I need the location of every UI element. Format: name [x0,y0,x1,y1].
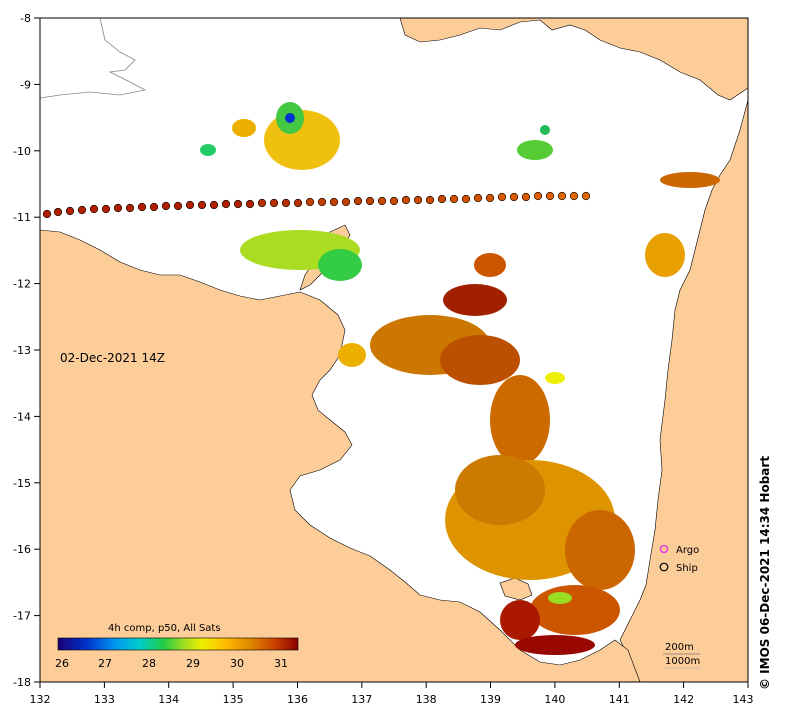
lat-axis: -8 -9 -10 -11 -12 -13 -14 -15 -16 -17 -1… [13,12,40,689]
lon-tick-label: 140 [544,693,565,706]
lon-tick-label: 133 [94,693,115,706]
lon-tick-label: 137 [351,693,372,706]
legend-ship-label: Ship [676,563,698,574]
lon-tick-label: 139 [480,693,501,706]
ship-track [42,191,591,219]
lat-tick-label: -13 [13,344,31,357]
lat-tick-label: -17 [13,610,31,623]
lon-tick-label: 143 [733,693,754,706]
coastline-new-guinea [40,18,147,99]
colorbar: 4h comp, p50, All Sats 26 27 28 29 30 31 [55,623,299,670]
credit-text: © IMOS 06-Dec-2021 14:34 Hobart [758,455,772,690]
lat-tick-label: -9 [20,78,31,91]
lat-tick-label: -18 [13,676,31,689]
ship-marker-icon [659,562,669,572]
lat-tick-label: -16 [13,543,31,556]
lat-tick-label: -10 [13,145,31,158]
colorbar-tick-label: 30 [230,657,244,670]
sst-patches [200,102,720,655]
land-arnhem [40,229,641,682]
lat-tick-label: -15 [13,477,31,490]
lon-tick-label: 141 [609,693,630,706]
lon-tick-label: 134 [158,693,179,706]
land-cape-york [619,99,748,682]
depth-legend: 200m 1000m [663,642,700,669]
lon-tick-label: 142 [673,693,694,706]
colorbar-ramp [57,637,299,651]
colorbar-title: 4h comp, p50, All Sats [108,623,221,634]
lon-tick-label: 132 [30,693,51,706]
colorbar-tick-label: 27 [98,657,112,670]
lat-tick-label: -12 [13,278,31,291]
lat-tick-label: -8 [20,12,31,25]
colorbar-tick-label: 28 [142,657,156,670]
lat-tick-label: -11 [13,211,31,224]
legend: Argo Ship [659,544,699,574]
datetime-label: 02-Dec-2021 14Z [60,351,165,365]
colorbar-tick-label: 31 [274,657,288,670]
lon-tick-label: 135 [223,693,244,706]
lat-tick-label: -14 [13,410,31,423]
lon-tick-label: 136 [287,693,308,706]
colorbar-tick-label: 26 [55,657,69,670]
depth-label-1000m: 1000m [665,656,700,667]
colorbar-tick-label: 29 [186,657,200,670]
depth-label-200m: 200m [665,642,694,653]
lon-axis: 132 133 134 135 136 137 138 139 140 141 … [30,682,754,706]
legend-argo-label: Argo [676,545,699,556]
land-top-right [399,18,748,101]
argo-marker-icon [659,544,669,554]
lon-tick-label: 138 [416,693,437,706]
